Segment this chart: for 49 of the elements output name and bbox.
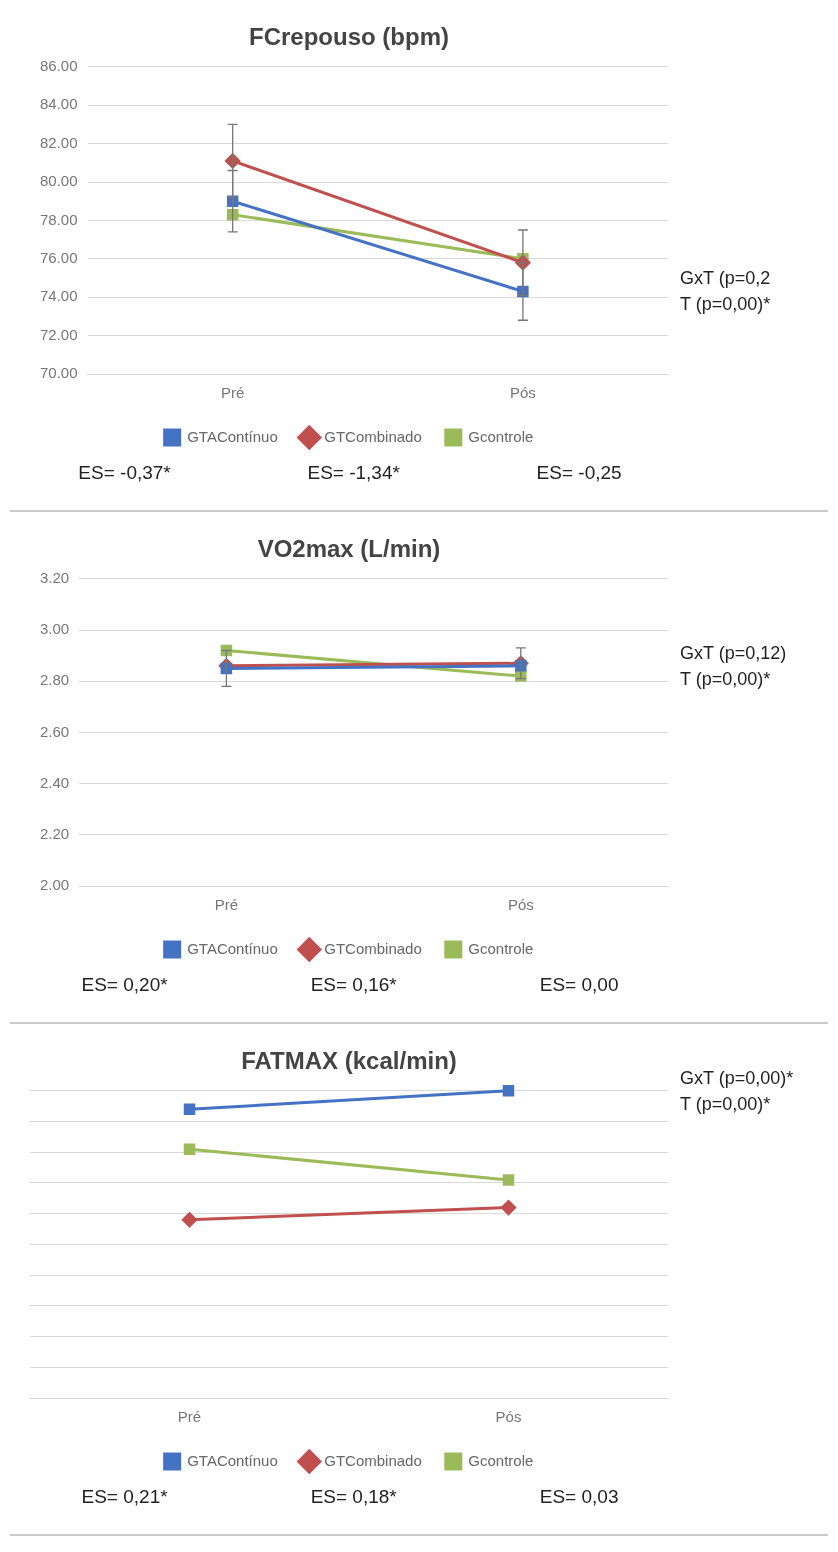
y-tick-label: 72.00 — [39, 325, 78, 343]
y-tick-label: 2.00 — [39, 876, 70, 894]
text: GxT (p=0,2 — [680, 268, 771, 289]
chart-title: FATMAX (kcal/min) — [241, 1047, 457, 1075]
text: ES= 0,03 — [539, 1486, 619, 1508]
text: ES= -0,25 — [536, 462, 622, 484]
legend-label: Gcontrole — [468, 939, 534, 957]
text: GxT (p=0,00)* — [680, 1067, 794, 1088]
text: ES= 0,00 — [539, 974, 619, 996]
legend-label: Gcontrole — [468, 1451, 534, 1469]
x-tick-label: Pós — [495, 1408, 522, 1426]
x-tick-label: Pré — [177, 1408, 202, 1426]
y-tick-label: 74.00 — [39, 287, 78, 305]
text: ES= 0,21* — [81, 1486, 168, 1508]
y-tick-label: 78.00 — [39, 210, 78, 228]
x-tick-label: Pré — [214, 896, 239, 914]
text: T (p=0,00)* — [680, 1093, 771, 1114]
y-tick-label: 82.00 — [39, 133, 78, 151]
y-tick-label: 3.20 — [39, 568, 70, 586]
y-tick-label: 2.80 — [39, 671, 70, 689]
legend-label: GTCombinado — [324, 1451, 422, 1469]
text: GxT (p=0,12) — [680, 642, 787, 663]
x-tick-label: Pós — [509, 384, 536, 402]
y-tick-label: 84.00 — [39, 95, 78, 113]
y-tick-label: 2.20 — [39, 824, 70, 842]
legend-label: GTAContínuo — [187, 939, 278, 957]
legend-label: GTCombinado — [324, 939, 422, 957]
text: ES= 0,18* — [310, 1486, 397, 1508]
y-tick-label: 70.00 — [39, 364, 78, 382]
y-tick-label: 2.40 — [39, 773, 70, 791]
y-tick-label: 2.60 — [39, 722, 70, 740]
legend-label: Gcontrole — [468, 427, 534, 445]
y-tick-label: 86.00 — [39, 56, 78, 74]
legend-label: GTAContínuo — [187, 1451, 278, 1469]
chart-title: VO2max (L/min) — [257, 535, 441, 563]
text: T (p=0,00)* — [680, 668, 771, 689]
y-tick-label: 80.00 — [39, 172, 78, 190]
text: ES= 0,16* — [310, 974, 397, 996]
y-tick-label: 3.00 — [39, 620, 70, 638]
legend-label: GTCombinado — [324, 427, 422, 445]
x-tick-label: Pré — [220, 384, 245, 402]
text: ES= 0,20* — [81, 974, 168, 996]
legend-label: GTAContínuo — [187, 427, 278, 445]
text: T (p=0,00)* — [680, 294, 771, 315]
chart-title: FCrepouso (bpm) — [249, 23, 449, 51]
y-tick-label: 76.00 — [39, 248, 78, 266]
x-tick-label: Pós — [507, 896, 534, 914]
text: ES= -1,34* — [307, 462, 400, 484]
text: ES= -0,37* — [78, 462, 171, 484]
